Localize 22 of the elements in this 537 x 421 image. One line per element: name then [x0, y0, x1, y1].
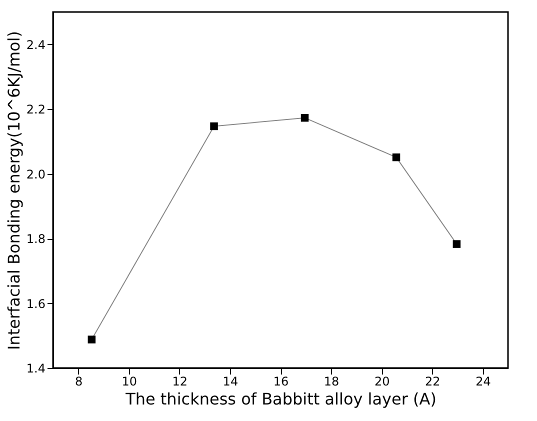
x-tick-label: 20: [374, 374, 390, 388]
point: [88, 336, 96, 344]
x-tick-label: 24: [476, 374, 491, 388]
x-tick-label: 10: [122, 374, 137, 388]
x-tick-label: 8: [74, 374, 83, 388]
x-tick-label: 12: [172, 374, 188, 388]
x-tick-label: 16: [273, 374, 289, 388]
y-axis-title: Interfacial Bonding energy(10^6KJ/mol): [4, 30, 24, 350]
y-tick-label: 2.4: [26, 38, 46, 52]
x-axis-title: The thickness of Babbitt alloy layer (A): [124, 390, 436, 408]
y-tick-label: 1.4: [26, 362, 46, 376]
point: [300, 114, 309, 122]
y-tick-label: 1.8: [26, 232, 46, 246]
y-tick-label: 2.0: [26, 167, 46, 182]
x-tick-label: 18: [324, 374, 340, 388]
point: [452, 240, 461, 248]
point: [210, 122, 218, 130]
x-tick-label: 14: [222, 374, 238, 388]
point: [392, 153, 400, 162]
y-tick-label: 2.2: [26, 102, 46, 117]
y-tick-label: 1.6: [26, 296, 46, 311]
x-tick-label: 22: [425, 374, 440, 388]
